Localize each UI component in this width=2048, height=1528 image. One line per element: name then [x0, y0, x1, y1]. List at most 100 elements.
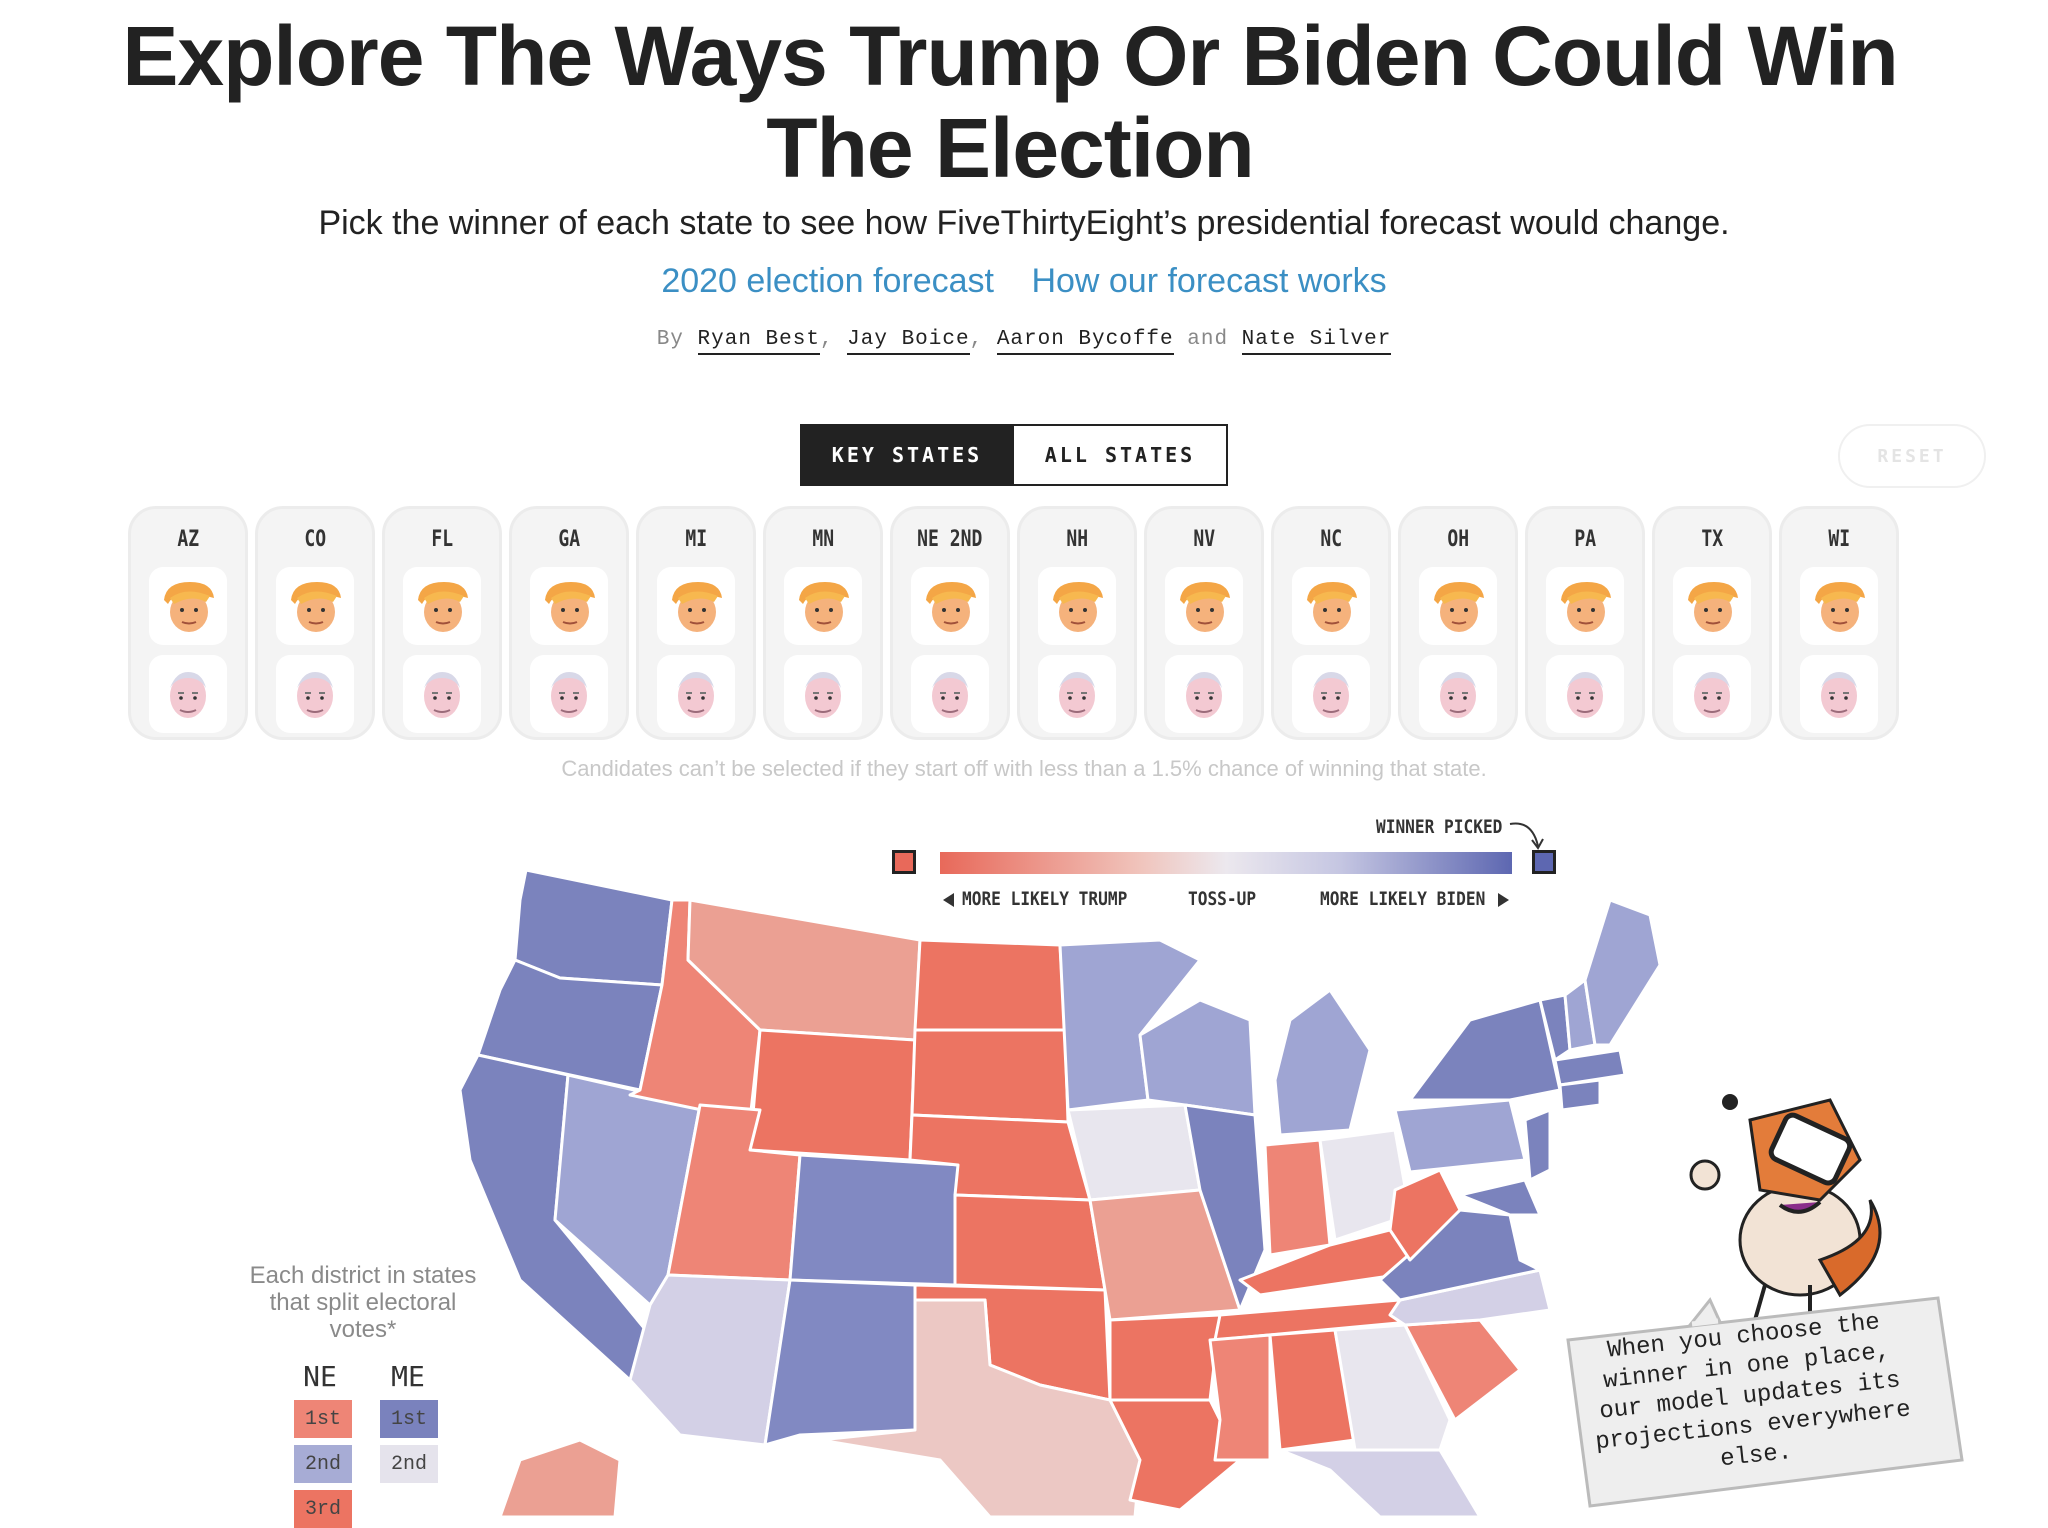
- trump-face-icon[interactable]: [1800, 567, 1878, 645]
- biden-face-icon[interactable]: [1419, 655, 1497, 733]
- state-card[interactable]: GA: [509, 506, 629, 740]
- me-district-1[interactable]: 1st: [380, 1400, 438, 1438]
- state-me: [1583, 898, 1662, 1047]
- title-line-1: Explore The Ways Trump Or Biden Could Wi…: [122, 9, 1898, 103]
- byline-comma: ,: [819, 328, 834, 351]
- trump-face-icon[interactable]: [911, 567, 989, 645]
- forecast-link[interactable]: 2020 election forecast: [661, 262, 994, 300]
- state-filter-tabs: KEY STATES ALL STATES: [800, 424, 1228, 486]
- biden-face-icon[interactable]: [657, 655, 735, 733]
- selection-note: Candidates can’t be selected if they sta…: [561, 756, 1487, 781]
- split-votes-caption: Each district in states that split elect…: [249, 1262, 477, 1343]
- state-card[interactable]: NE 2ND: [890, 506, 1010, 740]
- biden-face-icon[interactable]: [1038, 655, 1116, 733]
- biden-face-icon[interactable]: [276, 655, 354, 733]
- state-az: [628, 1273, 792, 1447]
- state-card[interactable]: NC: [1271, 506, 1391, 740]
- state-ga: [1333, 1323, 1452, 1452]
- page-title: Explore The Ways Trump Or Biden Could Wi…: [120, 10, 1900, 194]
- state-sd: [910, 1028, 1070, 1124]
- page-subtitle: Pick the winner of each state to see how…: [318, 204, 1730, 242]
- state-code: NE 2ND: [917, 527, 983, 552]
- state-ct: [1558, 1078, 1602, 1112]
- trump-face-icon[interactable]: [1673, 567, 1751, 645]
- author-link[interactable]: Ryan Best: [697, 328, 820, 355]
- state-code: PA: [1574, 527, 1596, 552]
- author-link[interactable]: Nate Silver: [1241, 328, 1392, 355]
- state-mi: [1273, 988, 1372, 1137]
- state-card[interactable]: TX: [1652, 506, 1772, 740]
- ne-district-3[interactable]: 3rd: [294, 1490, 352, 1528]
- legend-more-likely-trump: MORE LIKELY TRUMP: [962, 888, 1128, 910]
- biden-face-icon[interactable]: [530, 655, 608, 733]
- biden-face-icon[interactable]: [1165, 655, 1243, 733]
- state-code: MN: [812, 527, 834, 552]
- state-picker-row: AZ CO FL GA MI MN NE 2ND NH NV NC OH PA TX WI: [128, 506, 1899, 740]
- biden-face-icon[interactable]: [1800, 655, 1878, 733]
- state-code: NC: [1320, 527, 1342, 552]
- curved-arrow-icon: [1509, 822, 1544, 850]
- state-card[interactable]: OH: [1398, 506, 1518, 740]
- state-card[interactable]: AZ: [128, 506, 248, 740]
- state-code: NV: [1193, 527, 1215, 552]
- state-card[interactable]: FL: [382, 506, 502, 740]
- trump-face-icon[interactable]: [1419, 567, 1497, 645]
- state-card[interactable]: CO: [255, 506, 375, 740]
- trump-face-icon[interactable]: [276, 567, 354, 645]
- state-code: GA: [558, 527, 580, 552]
- biden-face-icon[interactable]: [1292, 655, 1370, 733]
- author-link[interactable]: Aaron Bycoffe: [996, 328, 1174, 355]
- trump-face-icon[interactable]: [403, 567, 481, 645]
- me-district-2[interactable]: 2nd: [380, 1445, 438, 1483]
- state-ak: [498, 1438, 622, 1517]
- trump-face-icon[interactable]: [149, 567, 227, 645]
- state-mo: [1088, 1188, 1242, 1322]
- trump-face-icon[interactable]: [1165, 567, 1243, 645]
- speech-bubble: [1566, 1296, 1964, 1508]
- biden-face-icon[interactable]: [1673, 655, 1751, 733]
- tab-key-states[interactable]: KEY STATES: [800, 424, 1014, 486]
- us-forecast-map: [458, 868, 1662, 1517]
- right-triangle-icon: [1498, 893, 1509, 907]
- title-line-2: The Election: [766, 101, 1254, 195]
- state-nm: [763, 1278, 917, 1447]
- ne-label: NE: [303, 1360, 337, 1393]
- state-wv: [1388, 1168, 1462, 1262]
- biden-picked-swatch: [1532, 850, 1556, 874]
- biden-face-icon[interactable]: [784, 655, 862, 733]
- byline-comma: ,: [969, 328, 984, 351]
- trump-face-icon[interactable]: [784, 567, 862, 645]
- state-code: AZ: [177, 527, 199, 552]
- header-links: 2020 election forecast How our forecast …: [0, 262, 2048, 301]
- biden-face-icon[interactable]: [403, 655, 481, 733]
- reset-button[interactable]: RESET: [1838, 424, 1986, 488]
- methodology-link[interactable]: How our forecast works: [1031, 262, 1387, 300]
- state-code: TX: [1701, 527, 1723, 552]
- trump-face-icon[interactable]: [1292, 567, 1370, 645]
- biden-face-icon[interactable]: [911, 655, 989, 733]
- state-card[interactable]: MN: [763, 506, 883, 740]
- legend-more-likely-biden: MORE LIKELY BIDEN: [1320, 888, 1486, 910]
- state-md: [1458, 1178, 1542, 1217]
- biden-face-icon[interactable]: [149, 655, 227, 733]
- author-link[interactable]: Jay Boice: [847, 328, 970, 355]
- trump-picked-swatch: [892, 850, 916, 874]
- legend-toss-up: TOSS-UP: [1188, 888, 1257, 910]
- state-card[interactable]: NH: [1017, 506, 1137, 740]
- state-card[interactable]: MI: [636, 506, 756, 740]
- state-wi: [1138, 998, 1257, 1117]
- trump-face-icon[interactable]: [530, 567, 608, 645]
- state-card[interactable]: NV: [1144, 506, 1264, 740]
- state-ar: [1108, 1313, 1222, 1402]
- ne-district-2[interactable]: 2nd: [294, 1445, 352, 1483]
- legend-winner-picked: WINNER PICKED: [1376, 816, 1503, 838]
- state-card[interactable]: PA: [1525, 506, 1645, 740]
- biden-face-icon[interactable]: [1546, 655, 1624, 733]
- trump-face-icon[interactable]: [657, 567, 735, 645]
- state-card[interactable]: WI: [1779, 506, 1899, 740]
- tab-all-states[interactable]: ALL STATES: [1014, 424, 1228, 486]
- trump-face-icon[interactable]: [1038, 567, 1116, 645]
- trump-face-icon[interactable]: [1546, 567, 1624, 645]
- ne-district-1[interactable]: 1st: [294, 1400, 352, 1438]
- state-code: NH: [1066, 527, 1088, 552]
